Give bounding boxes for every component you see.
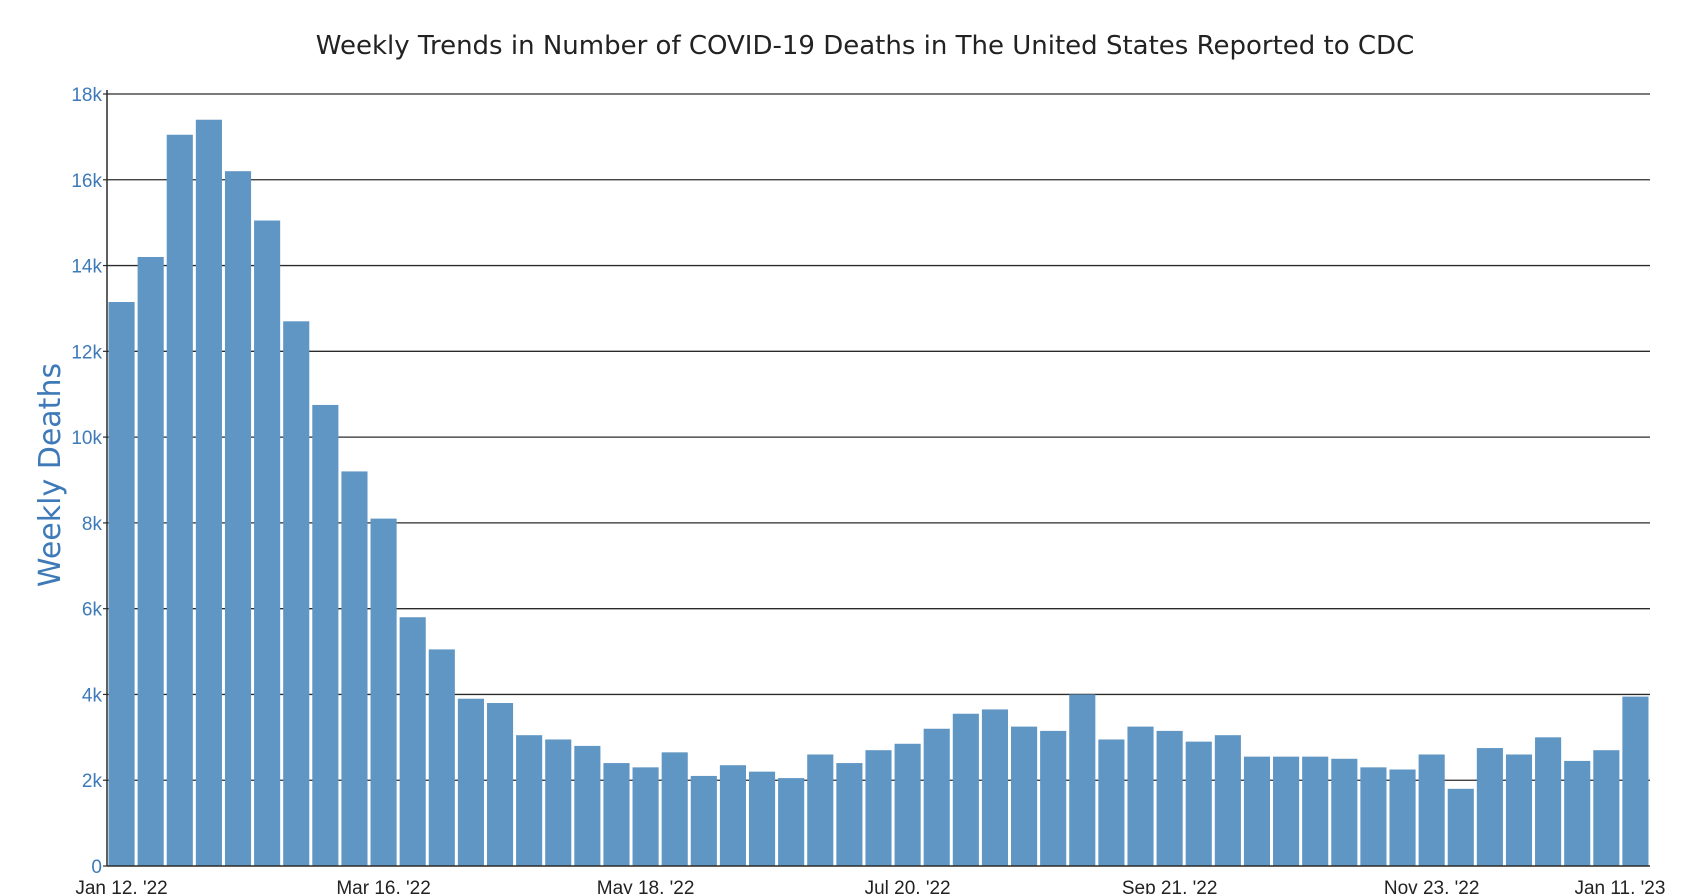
bar[interactable]: [836, 763, 863, 866]
bar[interactable]: [1185, 741, 1212, 866]
x-tick-label: Jul 20, '22: [865, 878, 951, 894]
bar[interactable]: [1360, 767, 1387, 866]
bar[interactable]: [719, 765, 746, 866]
y-tick-label: 10k: [71, 428, 102, 449]
bar[interactable]: [457, 698, 484, 866]
bar[interactable]: [341, 471, 368, 866]
bar[interactable]: [1564, 760, 1591, 866]
bar[interactable]: [370, 518, 397, 866]
bar[interactable]: [137, 256, 164, 866]
x-tick-label: May 18, '22: [597, 878, 695, 894]
x-tick-labels: Jan 12, '22 Mar 16, '22 May 18, '22 Jul 20,…: [75, 878, 1665, 894]
bar[interactable]: [516, 735, 543, 866]
bar[interactable]: [603, 763, 630, 866]
bar[interactable]: [545, 739, 572, 866]
bar[interactable]: [1535, 737, 1562, 866]
bar[interactable]: [1418, 754, 1445, 866]
bar[interactable]: [108, 302, 135, 866]
bar[interactable]: [1156, 730, 1183, 866]
bar[interactable]: [1389, 769, 1416, 867]
y-tick-label: 4k: [82, 685, 103, 706]
bar[interactable]: [1011, 726, 1038, 866]
y-tick-label: 8k: [82, 514, 103, 535]
bar[interactable]: [1505, 754, 1533, 866]
y-tick-label: 0: [91, 857, 102, 878]
bar[interactable]: [486, 703, 514, 866]
x-tick-label: Nov 23, '22: [1384, 878, 1480, 894]
bar[interactable]: [1622, 696, 1649, 866]
y-tick-label: 2k: [82, 771, 103, 792]
bar[interactable]: [748, 771, 776, 866]
bar[interactable]: [865, 750, 892, 866]
bar[interactable]: [254, 220, 281, 866]
bar[interactable]: [952, 713, 979, 866]
gridlines: [107, 93, 1650, 781]
bar[interactable]: [1214, 735, 1241, 866]
x-tick-label: Jan 12, '22: [75, 878, 167, 894]
bar[interactable]: [807, 754, 834, 866]
bar[interactable]: [632, 767, 659, 866]
y-tick-label: 16k: [71, 171, 102, 192]
bar[interactable]: [574, 745, 601, 866]
bar[interactable]: [283, 321, 310, 866]
bar[interactable]: [1243, 756, 1271, 866]
y-tick-label: 6k: [82, 600, 103, 621]
bar[interactable]: [312, 404, 339, 866]
bar[interactable]: [778, 778, 805, 866]
bar[interactable]: [923, 728, 950, 866]
bar[interactable]: [1302, 756, 1329, 866]
axes: [106, 90, 1650, 867]
y-tick-labels: 0 2k 4k 6k 8k 10k 12k 14k 16k 18k: [71, 85, 107, 878]
x-tick-label: Mar 16, '22: [336, 878, 430, 894]
bar[interactable]: [1040, 730, 1067, 866]
bar[interactable]: [1098, 739, 1125, 866]
x-tick-label: Sep 21, '22: [1122, 878, 1218, 894]
bar[interactable]: [1273, 756, 1300, 866]
bar[interactable]: [1331, 758, 1358, 866]
bar[interactable]: [195, 119, 222, 866]
bar[interactable]: [1476, 748, 1503, 866]
y-axis-title: Weekly Deaths: [33, 363, 68, 587]
chart-title: Weekly Trends in Number of COVID-19 Deat…: [316, 31, 1414, 61]
bar[interactable]: [1447, 788, 1474, 866]
bar[interactable]: [224, 171, 252, 866]
bar[interactable]: [981, 709, 1009, 866]
bar[interactable]: [399, 617, 426, 866]
x-tick-label: Jan 11, '23: [1574, 878, 1665, 894]
bar[interactable]: [1069, 694, 1096, 866]
y-tick-label: 18k: [71, 85, 102, 106]
bar[interactable]: [428, 649, 455, 866]
y-tick-label: 14k: [71, 257, 102, 278]
bar[interactable]: [1593, 750, 1620, 866]
bar[interactable]: [894, 743, 921, 866]
bar[interactable]: [1127, 726, 1154, 866]
bar[interactable]: [661, 752, 688, 866]
bar[interactable]: [690, 775, 717, 866]
bars: [108, 119, 1649, 867]
y-tick-label: 12k: [71, 342, 102, 363]
bar[interactable]: [166, 134, 193, 866]
